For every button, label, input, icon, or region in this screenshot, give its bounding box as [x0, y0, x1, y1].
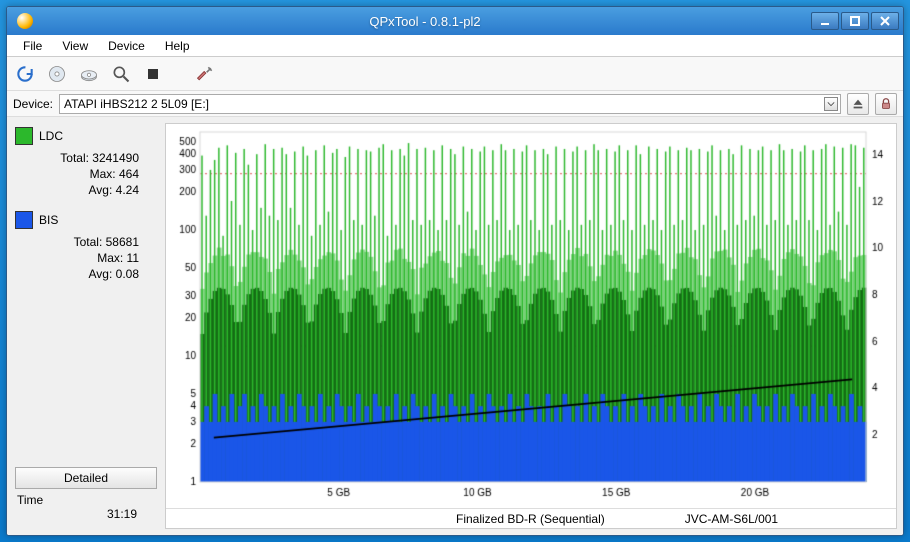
chart-area[interactable]	[166, 124, 896, 508]
titlebar: QPxTool - 0.8.1-pl2	[7, 7, 903, 35]
ldc-name: LDC	[39, 129, 63, 143]
time-label: Time	[17, 493, 155, 507]
metric-ldc: LDC Total: 3241490 Max: 464 Avg: 4.24	[15, 127, 157, 199]
device-select[interactable]: ATAPI iHBS212 2 5L09 [E:]	[59, 94, 841, 114]
refresh-icon[interactable]	[13, 62, 37, 86]
minimize-button[interactable]	[811, 12, 839, 30]
bis-name: BIS	[39, 213, 58, 227]
menu-help[interactable]: Help	[157, 37, 198, 55]
window-title: QPxTool - 0.8.1-pl2	[39, 14, 811, 29]
ldc-avg: Avg: 4.24	[15, 183, 139, 197]
device-label: Device:	[13, 97, 53, 111]
content: LDC Total: 3241490 Max: 464 Avg: 4.24 BI…	[7, 117, 903, 535]
menu-view[interactable]: View	[54, 37, 96, 55]
chart-panel: Finalized BD-R (Sequential) JVC-AM-S6L/0…	[165, 123, 897, 529]
toolbar	[7, 57, 903, 91]
status-row: Finalized BD-R (Sequential) JVC-AM-S6L/0…	[166, 508, 896, 528]
metric-bis: BIS Total: 58681 Max: 11 Avg: 0.08	[15, 211, 157, 283]
zoom-icon[interactable]	[109, 62, 133, 86]
disc-burn-icon[interactable]	[77, 62, 101, 86]
sidebar-bottom: Detailed Time 31:19	[15, 467, 157, 525]
time-box: Time 31:19	[15, 489, 157, 525]
device-row: Device: ATAPI iHBS212 2 5L09 [E:]	[7, 91, 903, 117]
detailed-button[interactable]: Detailed	[15, 467, 157, 489]
disc-scan-icon[interactable]	[45, 62, 69, 86]
bis-avg: Avg: 0.08	[15, 267, 139, 281]
status-media-id: JVC-AM-S6L/001	[675, 512, 788, 526]
status-disc-type: Finalized BD-R (Sequential)	[446, 512, 615, 526]
chart-canvas	[166, 124, 896, 508]
tools-icon[interactable]	[193, 62, 217, 86]
close-button[interactable]	[871, 12, 899, 30]
app-window: QPxTool - 0.8.1-pl2 File View Device Hel…	[6, 6, 904, 536]
device-value: ATAPI iHBS212 2 5L09 [E:]	[64, 97, 209, 111]
chevron-down-icon[interactable]	[824, 97, 838, 111]
lock-button[interactable]	[875, 93, 897, 115]
time-value: 31:19	[17, 507, 155, 521]
menu-device[interactable]: Device	[100, 37, 153, 55]
ldc-swatch	[15, 127, 33, 145]
bis-max: Max: 11	[15, 251, 139, 265]
bis-total: Total: 58681	[15, 235, 139, 249]
bis-swatch	[15, 211, 33, 229]
sidebar: LDC Total: 3241490 Max: 464 Avg: 4.24 BI…	[7, 117, 165, 535]
menubar: File View Device Help	[7, 35, 903, 57]
ldc-max: Max: 464	[15, 167, 139, 181]
maximize-button[interactable]	[841, 12, 869, 30]
menu-file[interactable]: File	[15, 37, 50, 55]
ldc-total: Total: 3241490	[15, 151, 139, 165]
stop-icon[interactable]	[141, 62, 165, 86]
eject-button[interactable]	[847, 93, 869, 115]
app-icon	[17, 13, 33, 29]
window-buttons	[811, 12, 899, 30]
